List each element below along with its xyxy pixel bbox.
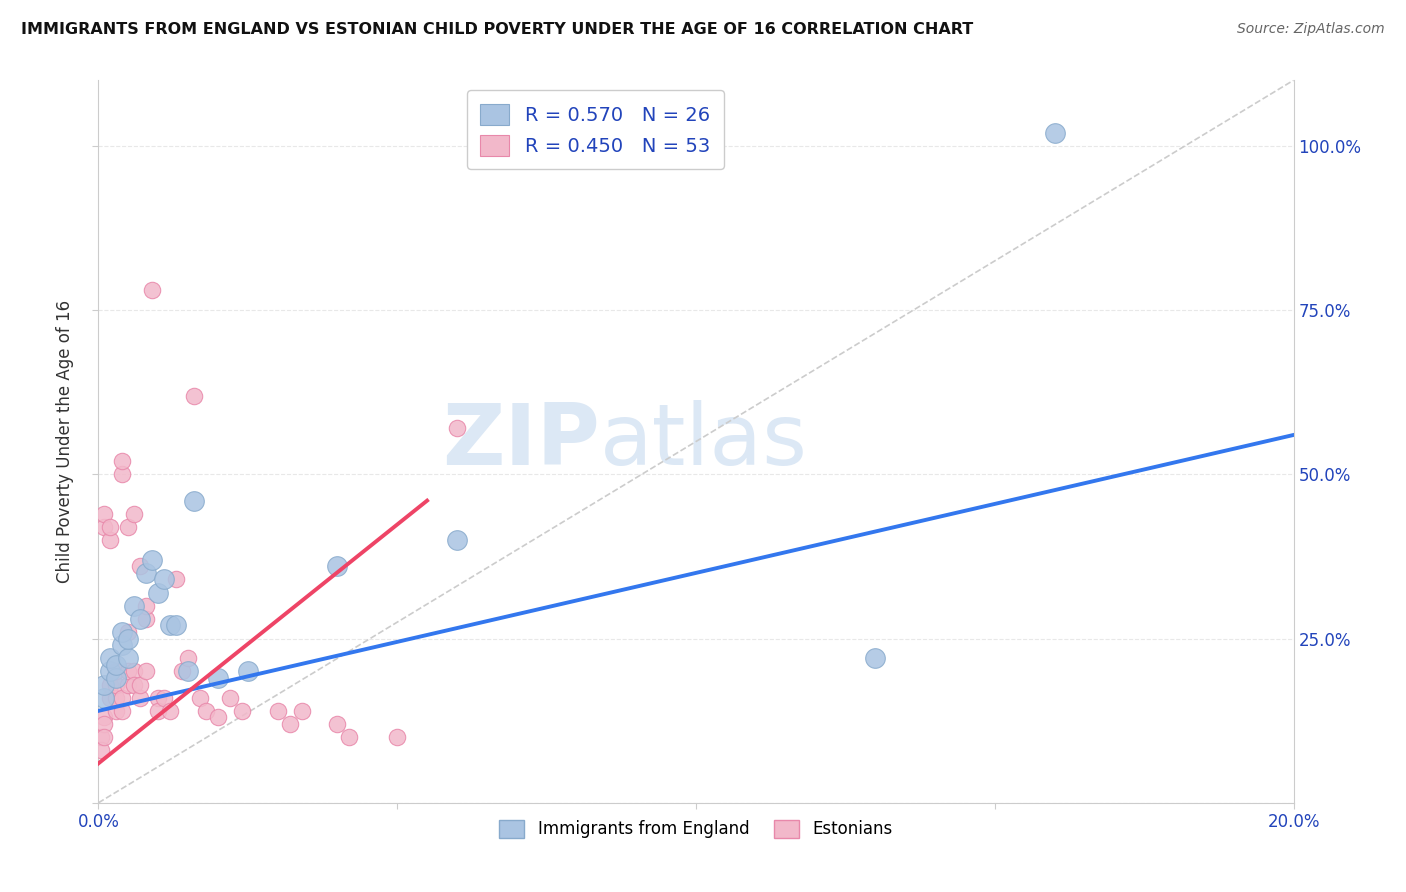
Point [148,690,170,705]
Point [117,651,139,665]
Point [117,625,139,640]
Point [129,612,152,626]
Point [135,665,157,679]
Point [165,618,187,632]
Point [219,690,242,705]
Point [159,704,181,718]
Point [90,730,112,744]
Point [98,533,122,547]
Point [135,566,157,580]
Point [93,677,115,691]
Point [105,671,128,685]
Point [105,704,128,718]
Point [105,690,128,705]
Point [98,665,122,679]
Point [385,730,409,744]
Point [129,677,152,691]
Point [98,520,122,534]
Point [141,553,163,567]
Point [111,467,134,482]
Point [339,730,361,744]
Point [111,625,134,640]
Point [117,665,139,679]
Text: ZIP: ZIP [443,400,600,483]
Point [105,657,128,672]
Point [129,559,152,574]
Point [124,665,146,679]
Point [105,665,128,679]
Point [111,638,134,652]
Point [98,651,122,665]
Point [117,677,139,691]
Point [326,559,349,574]
Point [105,677,128,691]
Point [124,507,146,521]
Point [135,612,157,626]
Point [195,704,218,718]
Point [326,717,349,731]
Point [93,730,115,744]
Point [129,690,152,705]
Point [117,632,139,646]
Point [207,710,229,724]
Text: IMMIGRANTS FROM ENGLAND VS ESTONIAN CHILD POVERTY UNDER THE AGE OF 16 CORRELATIO: IMMIGRANTS FROM ENGLAND VS ESTONIAN CHIL… [21,22,973,37]
Point [231,704,253,718]
Point [111,454,134,468]
Point [111,704,134,718]
Point [188,690,211,705]
Point [207,671,229,685]
Point [165,573,187,587]
Point [135,599,157,613]
Point [446,533,468,547]
Point [90,743,112,757]
Point [183,493,205,508]
Point [446,421,468,435]
Point [159,618,181,632]
Point [148,585,170,599]
Point [865,651,887,665]
Point [153,573,176,587]
Point [124,599,146,613]
Point [278,717,301,731]
Point [93,717,115,731]
Point [177,665,200,679]
Point [98,690,122,705]
Point [177,651,200,665]
Point [153,690,176,705]
Point [141,284,163,298]
Point [172,665,194,679]
Point [183,388,205,402]
Point [93,690,115,705]
Point [111,690,134,705]
Text: Source: ZipAtlas.com: Source: ZipAtlas.com [1237,22,1385,37]
Y-axis label: Child Poverty Under the Age of 16: Child Poverty Under the Age of 16 [56,300,75,583]
Point [291,704,314,718]
Point [117,520,139,534]
Point [1043,126,1066,140]
Point [93,710,115,724]
Point [148,704,170,718]
Point [236,665,259,679]
Point [93,520,115,534]
Point [124,677,146,691]
Point [267,704,290,718]
Text: atlas: atlas [600,400,808,483]
Legend: Immigrants from England, Estonians: Immigrants from England, Estonians [492,813,900,845]
Point [93,507,115,521]
Point [98,677,122,691]
